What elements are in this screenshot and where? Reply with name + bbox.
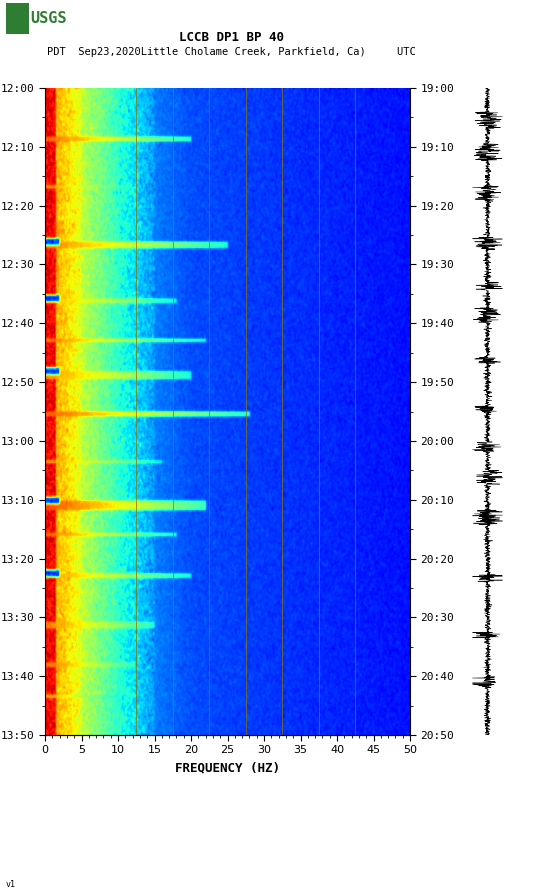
Text: PDT  Sep23,2020Little Cholame Creek, Parkfield, Ca)     UTC: PDT Sep23,2020Little Cholame Creek, Park… (47, 46, 416, 57)
Text: v1: v1 (6, 880, 15, 889)
Text: LCCB DP1 BP 40: LCCB DP1 BP 40 (179, 31, 284, 44)
Text: USGS: USGS (31, 11, 67, 26)
X-axis label: FREQUENCY (HZ): FREQUENCY (HZ) (175, 761, 280, 774)
Bar (6, 3, 29, 34)
